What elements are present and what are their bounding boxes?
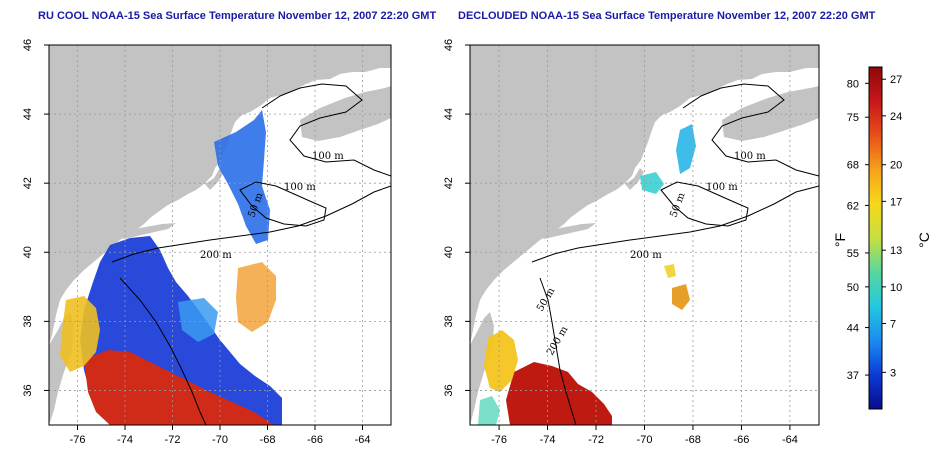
right-long-island: [538, 223, 596, 239]
right-lon-tick-label: -64: [782, 434, 798, 446]
colorbar-c-tick-label: 3: [890, 367, 896, 379]
colorbar-celsius-unit: °C: [916, 232, 932, 248]
right-nova-scotia: [722, 86, 819, 141]
left-lon-tick-label: -76: [70, 434, 86, 446]
right-lat-tick-label: 46: [443, 39, 455, 51]
right-contour-50m: [660, 181, 749, 227]
left-axis-ticks: -76 -74 -72 -70 -68 -66 -64 36 38 40 42 44 46: [22, 39, 370, 446]
right-contour-shelf: [539, 277, 577, 426]
colorbar-f-tick-label: 68: [847, 160, 859, 172]
colorbar-c-tick-label: 7: [890, 319, 896, 331]
colorbar-f-tick-label: 50: [847, 282, 859, 294]
right-sst-warm-core: [506, 362, 612, 425]
right-lon-tick-label: -70: [637, 434, 653, 446]
right-lon-tick-label: -66: [733, 434, 749, 446]
colorbar-c-tick-label: 10: [890, 282, 902, 294]
right-axis-ticks: -76 -74 -72 -70 -68 -66 -64 36 38 40 42 44 46: [443, 39, 798, 446]
left-sst-patch-mid: [178, 298, 218, 342]
left-contour-label-100m-2: 100 m: [284, 182, 316, 193]
left-lon-tick-label: -74: [117, 434, 133, 446]
left-contour-100m: [261, 83, 392, 177]
right-lat-tick-label: 40: [443, 246, 455, 258]
right-sst-mid-band: [484, 330, 518, 392]
colorbar-c-tick-label: 13: [890, 245, 902, 257]
left-sst-eddy: [236, 262, 276, 332]
colorbar-gradient: [868, 66, 883, 410]
left-lon-tick-label: -70: [212, 434, 228, 446]
left-contour-50m: [239, 181, 327, 227]
colorbar-f-tick-label: 75: [847, 112, 859, 124]
right-sst-coastal-cool: [478, 396, 500, 425]
colorbar-c-tick-label: 17: [890, 196, 902, 208]
colorbar-c-tick-label: 27: [890, 74, 902, 86]
left-lon-tick-label: -64: [355, 434, 371, 446]
colorbar-fahrenheit-ticks: 80 75 68 62 55 50 44 37: [847, 78, 869, 382]
left-map-title: RU COOL NOAA-15 Sea Surface Temperature …: [38, 10, 437, 22]
temperature-colorbar: 80 75 68 62 55 50 44 37 27 24 20 17 13 10 7 3 °F °C: [832, 66, 932, 410]
left-lon-tick-label: -72: [165, 434, 181, 446]
right-contour-100m: [682, 83, 820, 177]
right-lon-tick-label: -74: [540, 434, 556, 446]
right-contour-label-100m-1: 100 m: [734, 151, 766, 162]
left-cape-cod: [205, 168, 224, 190]
left-map-panel: 100 m 100 m 50 m 200 m -76 -74 -72 -70 -68 -6…: [22, 39, 392, 446]
right-cape-cod: [625, 168, 644, 190]
colorbar-f-tick-label: 62: [847, 200, 859, 212]
left-sst-mid-band: [60, 296, 100, 372]
right-sst-ne-patch: [664, 264, 676, 278]
right-contour-label-100m-2: 100 m: [706, 182, 738, 193]
left-lon-tick-label: -66: [307, 434, 323, 446]
right-lat-tick-label: 42: [443, 177, 455, 189]
left-sst-gulf-maine-patch: [214, 110, 270, 244]
left-contour-200m: [111, 185, 392, 263]
right-land-mass: [470, 45, 819, 345]
colorbar-c-tick-label: 24: [890, 111, 902, 123]
left-long-island: [118, 223, 176, 239]
right-map-panel: 100 m 100 m 50 m 200 m 50 m 200 m -76 -74…: [443, 39, 820, 446]
colorbar-fahrenheit-unit: °F: [832, 233, 848, 247]
left-contour-label-200m: 200 m: [200, 250, 232, 261]
colorbar-f-tick-label: 37: [847, 370, 859, 382]
left-sst-warm-core: [84, 350, 274, 425]
right-sst-gulf-maine-patch: [676, 124, 696, 174]
right-bathymetry-contours: [531, 83, 820, 426]
left-contour-shelf: [119, 277, 207, 426]
left-lat-tick-label: 46: [22, 39, 34, 51]
left-land-mass: [49, 45, 391, 345]
right-lat-tick-label: 38: [443, 315, 455, 327]
right-lon-tick-label: -76: [491, 434, 507, 446]
left-lat-tick-label: 38: [22, 315, 34, 327]
right-contour-label-200m: 200 m: [630, 250, 662, 261]
right-lon-tick-label: -68: [685, 434, 701, 446]
right-lon-tick-label: -72: [588, 434, 604, 446]
right-map-title: DECLOUDED NOAA-15 Sea Surface Temperatur…: [458, 10, 876, 22]
left-lon-tick-label: -68: [260, 434, 276, 446]
colorbar-c-tick-label: 20: [890, 160, 902, 172]
right-lat-tick-label: 44: [443, 108, 455, 120]
right-contour-200m: [531, 185, 820, 263]
colorbar-celsius-ticks: 27 24 20 17 13 10 7 3: [882, 74, 902, 379]
left-bathymetry-contours: [111, 83, 392, 426]
left-lat-tick-label: 44: [22, 108, 34, 120]
colorbar-f-tick-label: 55: [847, 248, 859, 260]
left-lat-tick-label: 42: [22, 177, 34, 189]
right-sst-eddy: [672, 284, 690, 310]
right-lat-tick-label: 36: [443, 384, 455, 396]
colorbar-f-tick-label: 44: [847, 323, 859, 335]
left-contour-label-100m-1: 100 m: [312, 151, 344, 162]
left-nova-scotia: [300, 86, 391, 141]
left-lat-tick-label: 36: [22, 384, 34, 396]
colorbar-f-tick-label: 80: [847, 78, 859, 90]
left-lat-tick-label: 40: [22, 246, 34, 258]
